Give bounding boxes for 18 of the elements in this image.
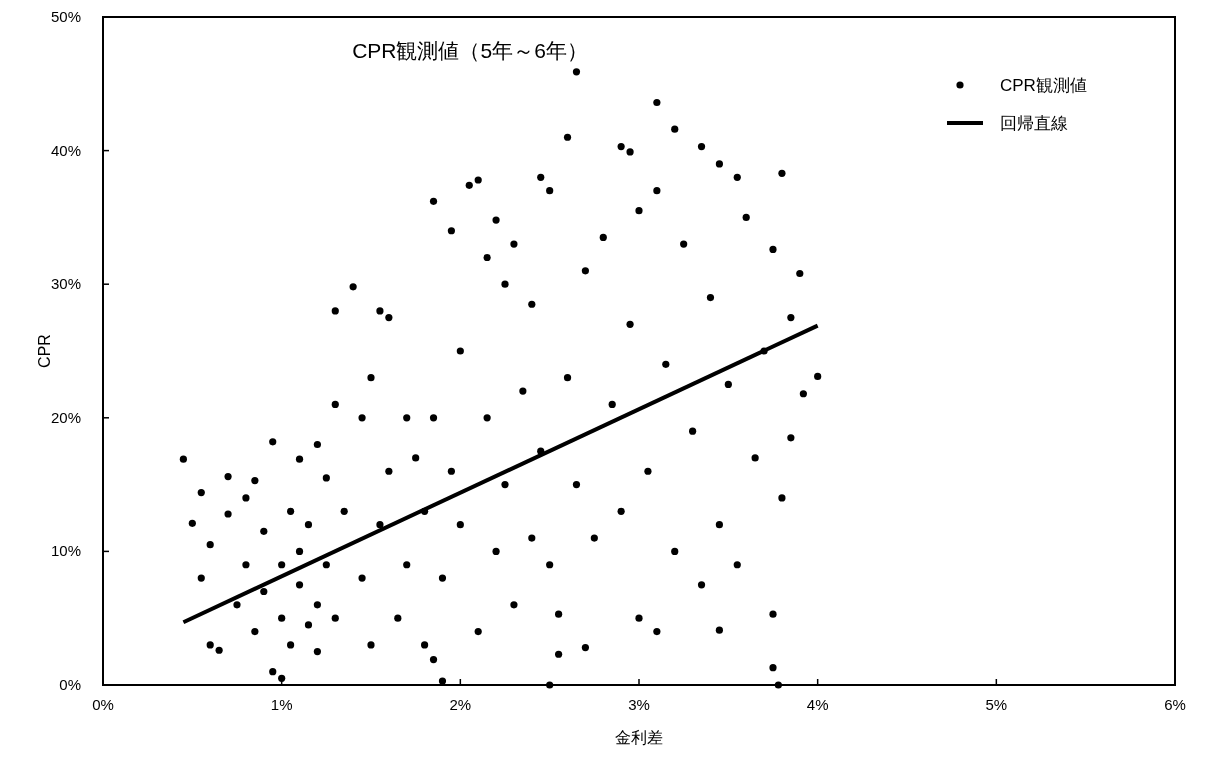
legend-label: CPR観測値 (1000, 76, 1087, 95)
x-tick-label: 5% (985, 696, 1008, 713)
y-tick-label: 40% (50, 141, 81, 159)
y-tick-label: 20% (50, 408, 81, 426)
text: CPR観測値（5年～6年） (352, 39, 588, 62)
x-tick-label: 1% (270, 696, 293, 713)
y-tick-label: 10% (50, 542, 81, 560)
x-tick-label: 0% (92, 696, 114, 713)
y-axis-title: CPR (36, 334, 53, 368)
x-tick-label: 6% (1164, 696, 1186, 713)
legend-label: 回帰直線 (1000, 114, 1068, 133)
x-tick-label: 3% (628, 696, 650, 713)
x-tick-label: 2% (449, 696, 472, 713)
y-tick-label: 30% (50, 275, 81, 293)
x-tick-label: 4% (806, 696, 829, 713)
y-tick-label: 0% (59, 676, 81, 693)
y-tick-label: 50% (50, 8, 81, 25)
x-axis-title: 金利差 (615, 729, 663, 746)
